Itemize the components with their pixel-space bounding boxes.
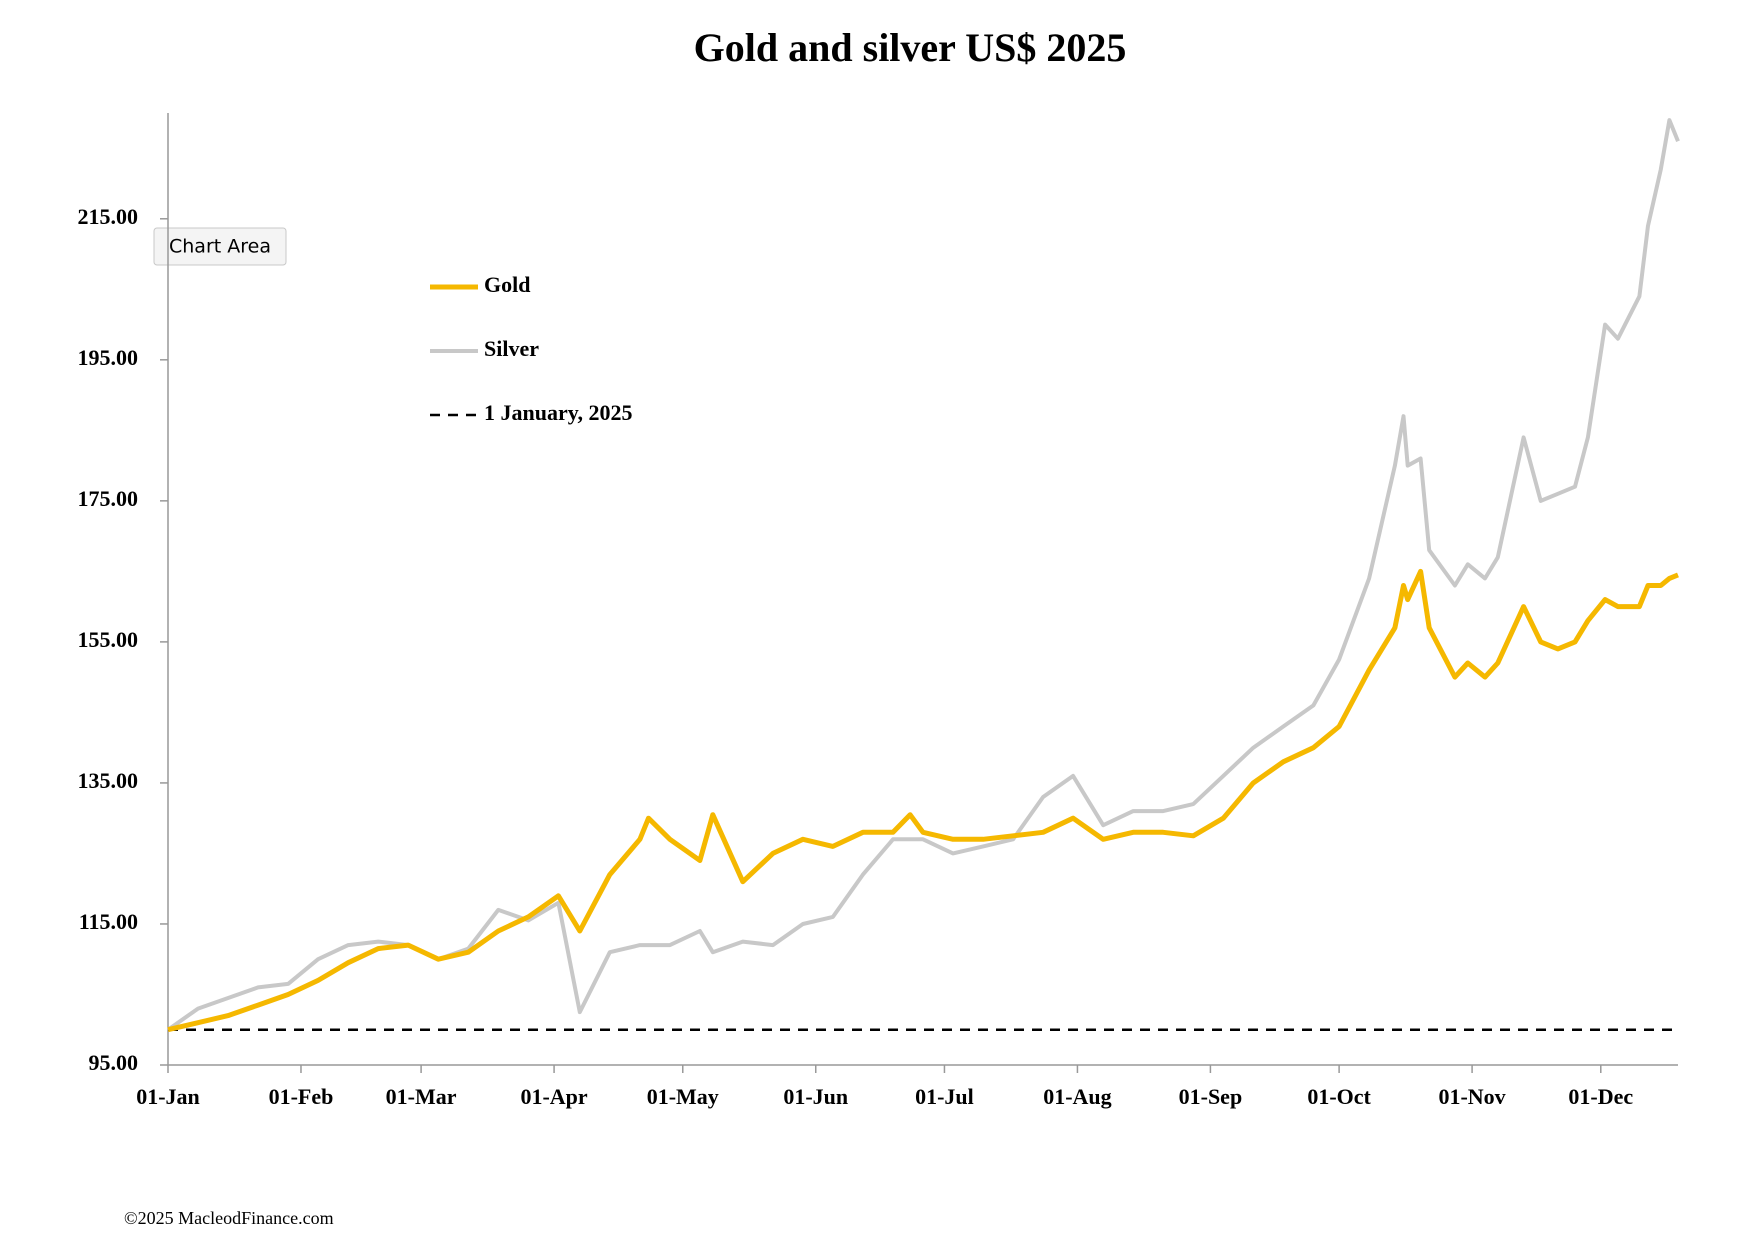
x-tick-label: 01-Sep — [1179, 1084, 1243, 1109]
x-tick-label: 01-Jun — [783, 1084, 848, 1109]
series-line — [167, 568, 1679, 1033]
y-tick-label: 135.00 — [78, 768, 139, 793]
x-tick-label: 01-Nov — [1438, 1084, 1505, 1109]
footnote: ©2025 MacleodFinance.com — [124, 1208, 334, 1228]
legend-label: Gold — [484, 272, 530, 297]
x-tick-label: 01-Feb — [269, 1084, 334, 1109]
x-tick-label: 01-Jan — [136, 1084, 200, 1109]
x-tick-label: 01-Dec — [1568, 1084, 1633, 1109]
y-tick-label: 95.00 — [89, 1050, 139, 1075]
tooltip-text: Chart Area — [169, 236, 271, 258]
tooltip-box — [153, 227, 287, 266]
legend-label: 1 January, 2025 — [484, 400, 633, 425]
y-tick-label: 215.00 — [78, 204, 139, 229]
y-tick-label: 155.00 — [78, 627, 139, 652]
tooltip: Chart Area — [153, 227, 287, 266]
y-tick-label: 115.00 — [79, 909, 138, 934]
x-tick-label: 01-Jul — [915, 1084, 974, 1109]
x-tick-label: 01-Oct — [1307, 1084, 1371, 1109]
series-line — [166, 118, 1680, 1032]
x-tick-label: 01-Aug — [1043, 1084, 1111, 1109]
y-tick-label: 195.00 — [78, 345, 139, 370]
chart-title: Gold and silver US$ 2025 — [694, 25, 1127, 70]
legend-label: Silver — [484, 336, 539, 361]
y-tick-label: 175.00 — [78, 486, 139, 511]
x-tick-label: 01-Apr — [520, 1084, 587, 1109]
x-tick-label: 01-May — [647, 1084, 719, 1109]
x-tick-label: 01-Mar — [386, 1084, 457, 1109]
